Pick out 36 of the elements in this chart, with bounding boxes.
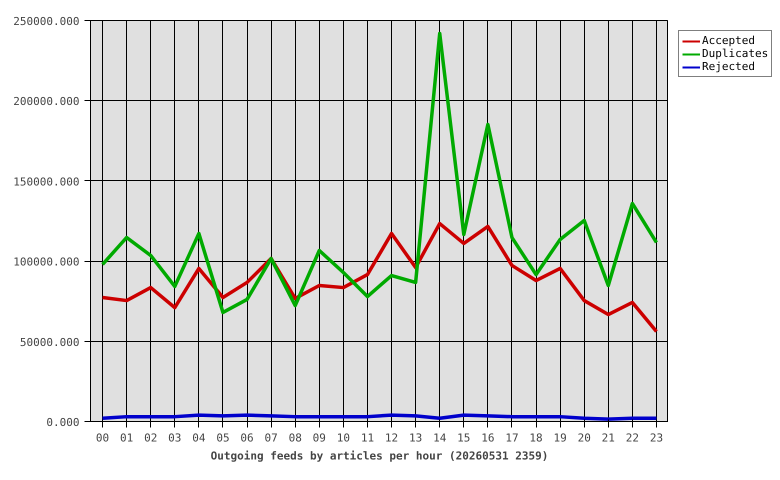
- x-tick-label: 18: [529, 432, 543, 444]
- x-tick-label: 07: [264, 432, 278, 444]
- x-tick-label: 17: [505, 432, 519, 444]
- y-tick-label: 150000.000: [13, 175, 80, 188]
- y-tick-label: 0.000: [46, 416, 80, 429]
- line-series: [100, 222, 658, 334]
- x-tick-label: 03: [168, 432, 182, 444]
- x-tick-label: 10: [336, 432, 350, 444]
- x-tick-label: 14: [433, 432, 447, 444]
- x-tick-label: 04: [192, 432, 206, 444]
- x-tick-label: 09: [312, 432, 326, 444]
- x-tick-label: 00: [96, 432, 110, 444]
- y-tick-label: 100000.000: [13, 256, 80, 269]
- x-tick-label: 15: [457, 432, 470, 444]
- x-tick-label: 12: [384, 432, 398, 444]
- x-tick-label: 21: [602, 432, 615, 444]
- y-tick-label: 250000.000: [13, 15, 80, 28]
- x-tick-label: 08: [288, 432, 302, 444]
- x-tick-label: 02: [144, 432, 158, 444]
- x-tick-label: 22: [626, 432, 639, 444]
- x-tick-label: 11: [360, 432, 374, 444]
- x-tick-label: 23: [650, 432, 664, 444]
- x-axis-title: Outgoing feeds by articles per hour (20260531 2359): [210, 450, 548, 462]
- legend-label: Duplicates: [702, 47, 768, 60]
- x-tick-label: 19: [554, 432, 567, 444]
- legend-label: Rejected: [702, 60, 755, 73]
- y-tick-label: 200000.000: [13, 95, 80, 108]
- x-tick-label: 01: [120, 432, 134, 444]
- line-series: [100, 32, 658, 314]
- x-tick-label: 13: [409, 432, 422, 444]
- legend-label: Accepted: [702, 34, 755, 47]
- x-tick-label: 20: [578, 432, 591, 444]
- x-tick-label: 06: [240, 432, 254, 444]
- y-tick-label: 50000.000: [20, 336, 80, 349]
- x-tick-label: 05: [216, 432, 230, 444]
- x-tick-label: 16: [481, 432, 494, 444]
